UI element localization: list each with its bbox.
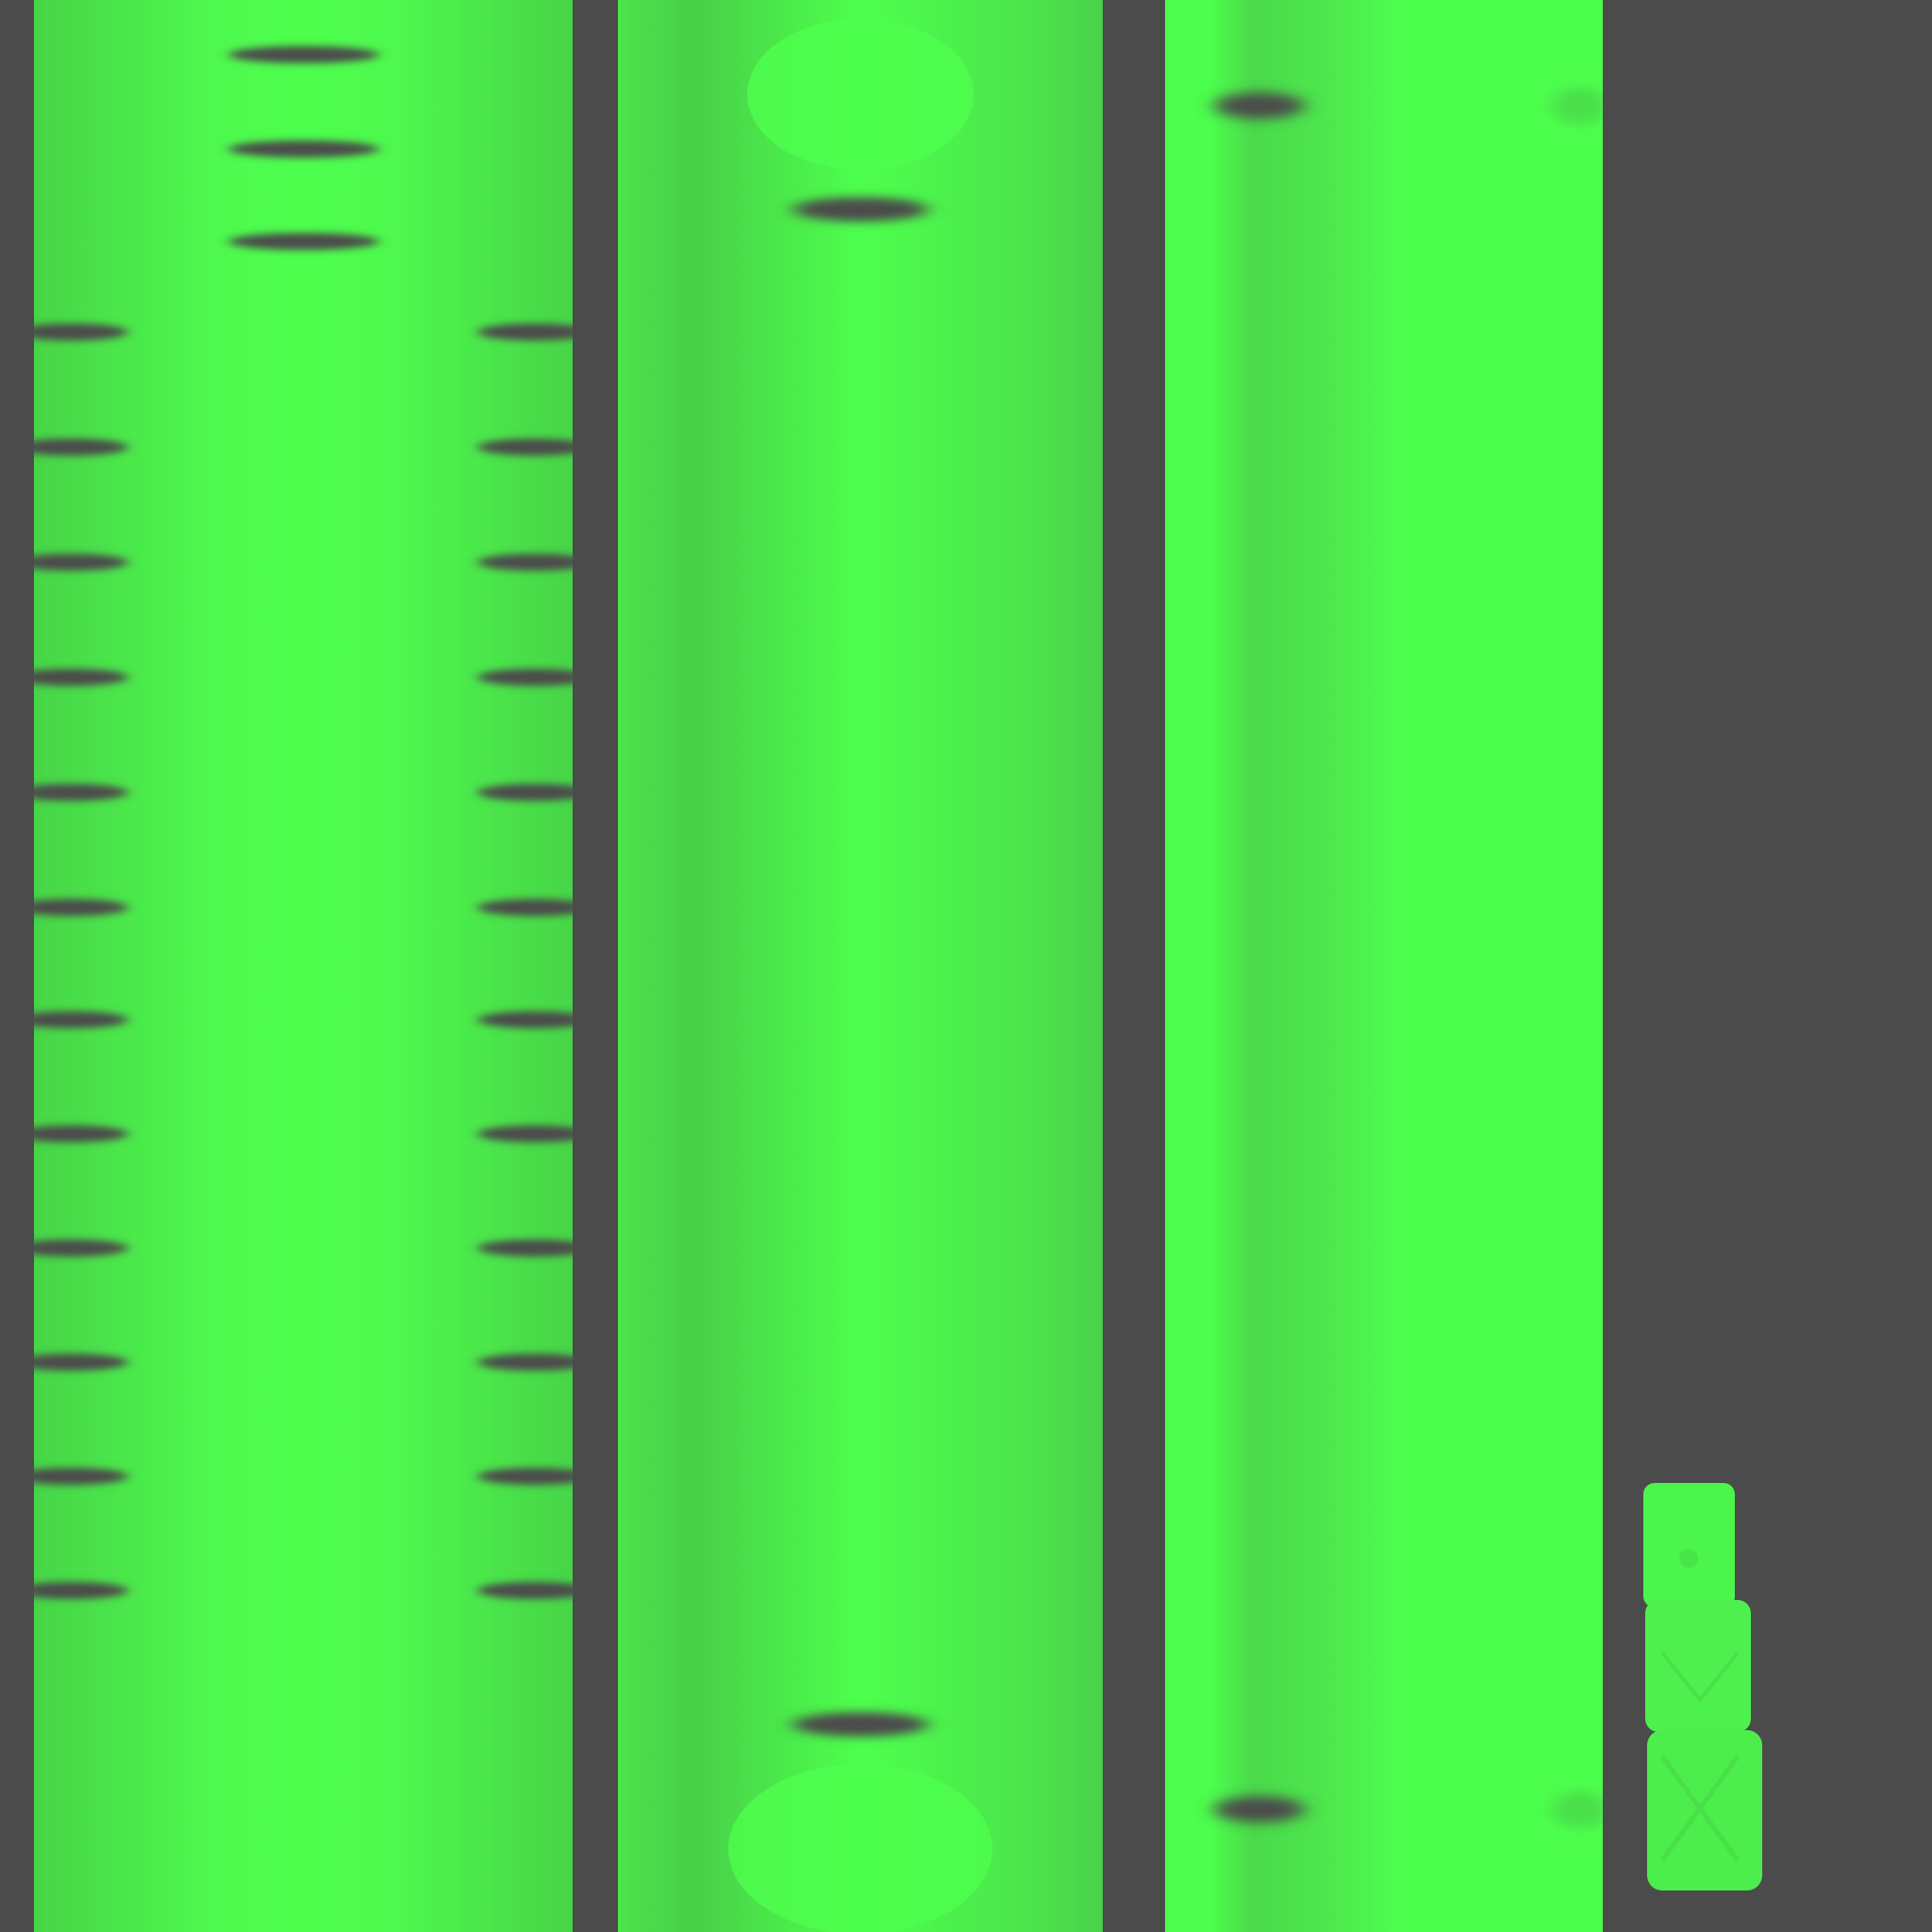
tile-top-spot	[1679, 1549, 1698, 1568]
sample-a-well-glow-top	[747, 19, 974, 170]
ladder-left-mark	[34, 784, 128, 801]
ladder-right-mark	[477, 1354, 573, 1371]
ladder-left-mark	[34, 1582, 128, 1599]
ladder-left-mark	[34, 1011, 128, 1028]
ladder-right-mark	[477, 439, 573, 456]
ladder-right-mark	[477, 899, 573, 916]
ladder-right-mark	[477, 554, 573, 571]
sample-a-band	[792, 1712, 928, 1737]
ladder-left-mark	[34, 1240, 128, 1257]
sample-panel-b-graphic	[1165, 0, 1603, 1932]
sample-b-band	[1214, 92, 1305, 119]
tile-middle-mark	[1660, 1651, 1740, 1704]
ladder-panel-graphic	[34, 0, 573, 1932]
sample-panel-a-graphic	[618, 0, 1103, 1932]
ladder-left-mark	[34, 324, 128, 341]
ladder-left-mark	[34, 439, 128, 456]
ladder-right-mark	[477, 669, 573, 686]
sample-b-faint-edge	[1552, 1790, 1603, 1828]
ladder-left-mark	[34, 1354, 128, 1371]
sample-panel-b	[1165, 0, 1603, 1932]
sample-panel-a	[618, 0, 1103, 1932]
ladder-right-mark	[477, 324, 573, 341]
sample-a-background	[618, 0, 1103, 1932]
sample-b-faint-edge	[1552, 87, 1603, 125]
ladder-right-mark	[477, 1011, 573, 1028]
ladder-left-mark	[34, 669, 128, 686]
ladder-top-band	[228, 233, 379, 250]
ladder-panel	[34, 0, 573, 1932]
ladder-background	[34, 0, 573, 1932]
ladder-top-band	[228, 46, 379, 63]
tile-stack	[1643, 1483, 1766, 1894]
sample-a-band	[792, 197, 928, 222]
tile-stack-graphic	[1643, 1483, 1762, 1890]
ladder-left-mark	[34, 1468, 128, 1485]
ladder-right-mark	[477, 1125, 573, 1142]
ladder-right-mark	[477, 1582, 573, 1599]
ladder-right-mark	[477, 1240, 573, 1257]
ladder-left-mark	[34, 554, 128, 571]
tile-bottom	[1647, 1730, 1762, 1890]
sample-b-band	[1214, 1796, 1305, 1823]
sample-a-well-glow-bottom	[728, 1764, 992, 1932]
ladder-left-mark	[34, 899, 128, 916]
tile-top	[1643, 1483, 1735, 1607]
ladder-top-band	[228, 141, 379, 158]
tile-bottom-mark	[1659, 1755, 1740, 1862]
tile-middle	[1645, 1600, 1751, 1732]
ladder-right-mark	[477, 1468, 573, 1485]
ladder-left-mark	[34, 1125, 128, 1142]
sample-b-background	[1165, 0, 1603, 1932]
ladder-right-mark	[477, 784, 573, 801]
